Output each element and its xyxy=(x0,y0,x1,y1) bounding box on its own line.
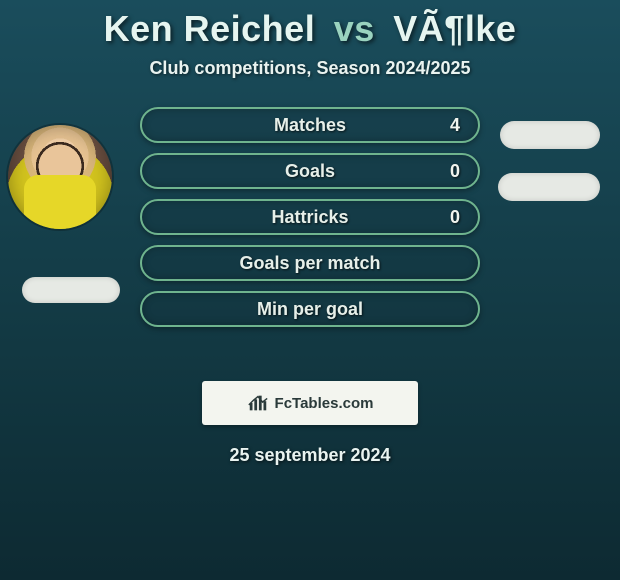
stat-label: Hattricks xyxy=(271,207,348,228)
stat-value: 0 xyxy=(450,207,460,228)
stat-row-hattricks: Hattricks 0 xyxy=(140,199,480,235)
stat-label: Goals per match xyxy=(239,253,380,274)
stat-value: 4 xyxy=(450,115,460,136)
stat-label: Matches xyxy=(274,115,346,136)
date-text: 25 september 2024 xyxy=(0,445,620,466)
stat-row-goals-per-match: Goals per match xyxy=(140,245,480,281)
stat-row-goals: Goals 0 xyxy=(140,153,480,189)
player1-name: Ken Reichel xyxy=(104,8,316,49)
stat-label: Goals xyxy=(285,161,335,182)
stat-value: 0 xyxy=(450,161,460,182)
stat-row-min-per-goal: Min per goal xyxy=(140,291,480,327)
comparison-card: Ken Reichel vs VÃ¶lke Club competitions,… xyxy=(0,0,620,466)
stat-label: Min per goal xyxy=(257,299,363,320)
player2-name: VÃ¶lke xyxy=(393,8,516,49)
vs-separator: vs xyxy=(334,8,375,49)
subtitle: Club competitions, Season 2024/2025 xyxy=(0,58,620,79)
page-title: Ken Reichel vs VÃ¶lke xyxy=(0,8,620,50)
stat-rows: Matches 4 Goals 0 Hattricks 0 Goals per … xyxy=(140,107,480,337)
stats-grid: Matches 4 Goals 0 Hattricks 0 Goals per … xyxy=(0,107,620,367)
bar-chart-icon xyxy=(247,392,269,414)
player1-stat-pill-blank xyxy=(22,277,120,303)
attribution-text: FcTables.com xyxy=(275,395,374,412)
attribution-badge[interactable]: FcTables.com xyxy=(202,381,418,425)
player2-stat-pill-2 xyxy=(498,173,600,201)
player2-stat-pill-1 xyxy=(500,121,600,149)
stat-row-matches: Matches 4 xyxy=(140,107,480,143)
player1-avatar xyxy=(8,125,112,229)
